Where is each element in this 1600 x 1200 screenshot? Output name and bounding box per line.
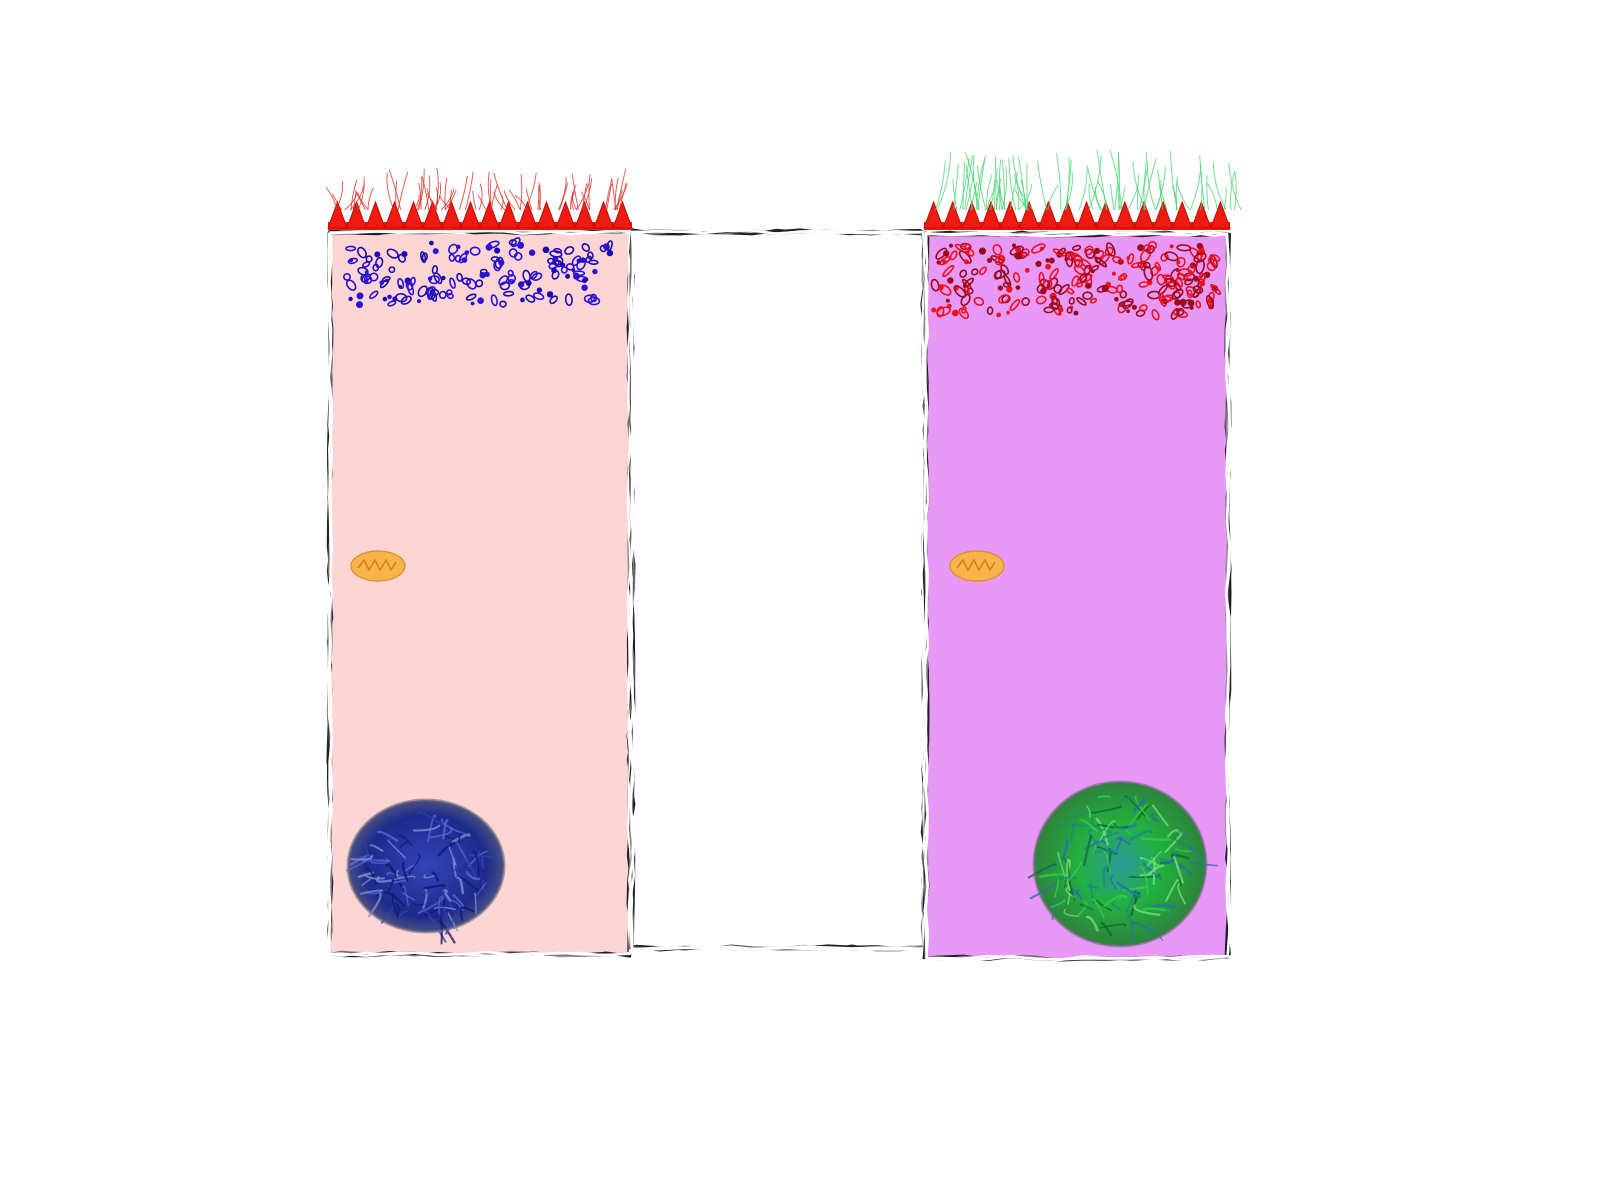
left-vesicles	[343, 237, 614, 309]
left-glycocalyx	[325, 168, 628, 211]
left-cell-body	[330, 234, 630, 956]
left-microvilli-border	[327, 200, 633, 230]
right-vesicles	[930, 240, 1222, 321]
left-nucleus	[345, 798, 506, 945]
cell-membranes	[326, 228, 1232, 962]
right-mitochondrion	[949, 550, 1005, 582]
left-mitochondrion	[350, 550, 406, 582]
right-nucleus	[1027, 780, 1218, 948]
middle-cell-body	[632, 234, 924, 950]
right-glycocalyx	[935, 149, 1242, 211]
right-microvilli-border	[923, 200, 1231, 230]
right-cell-body	[927, 234, 1229, 958]
